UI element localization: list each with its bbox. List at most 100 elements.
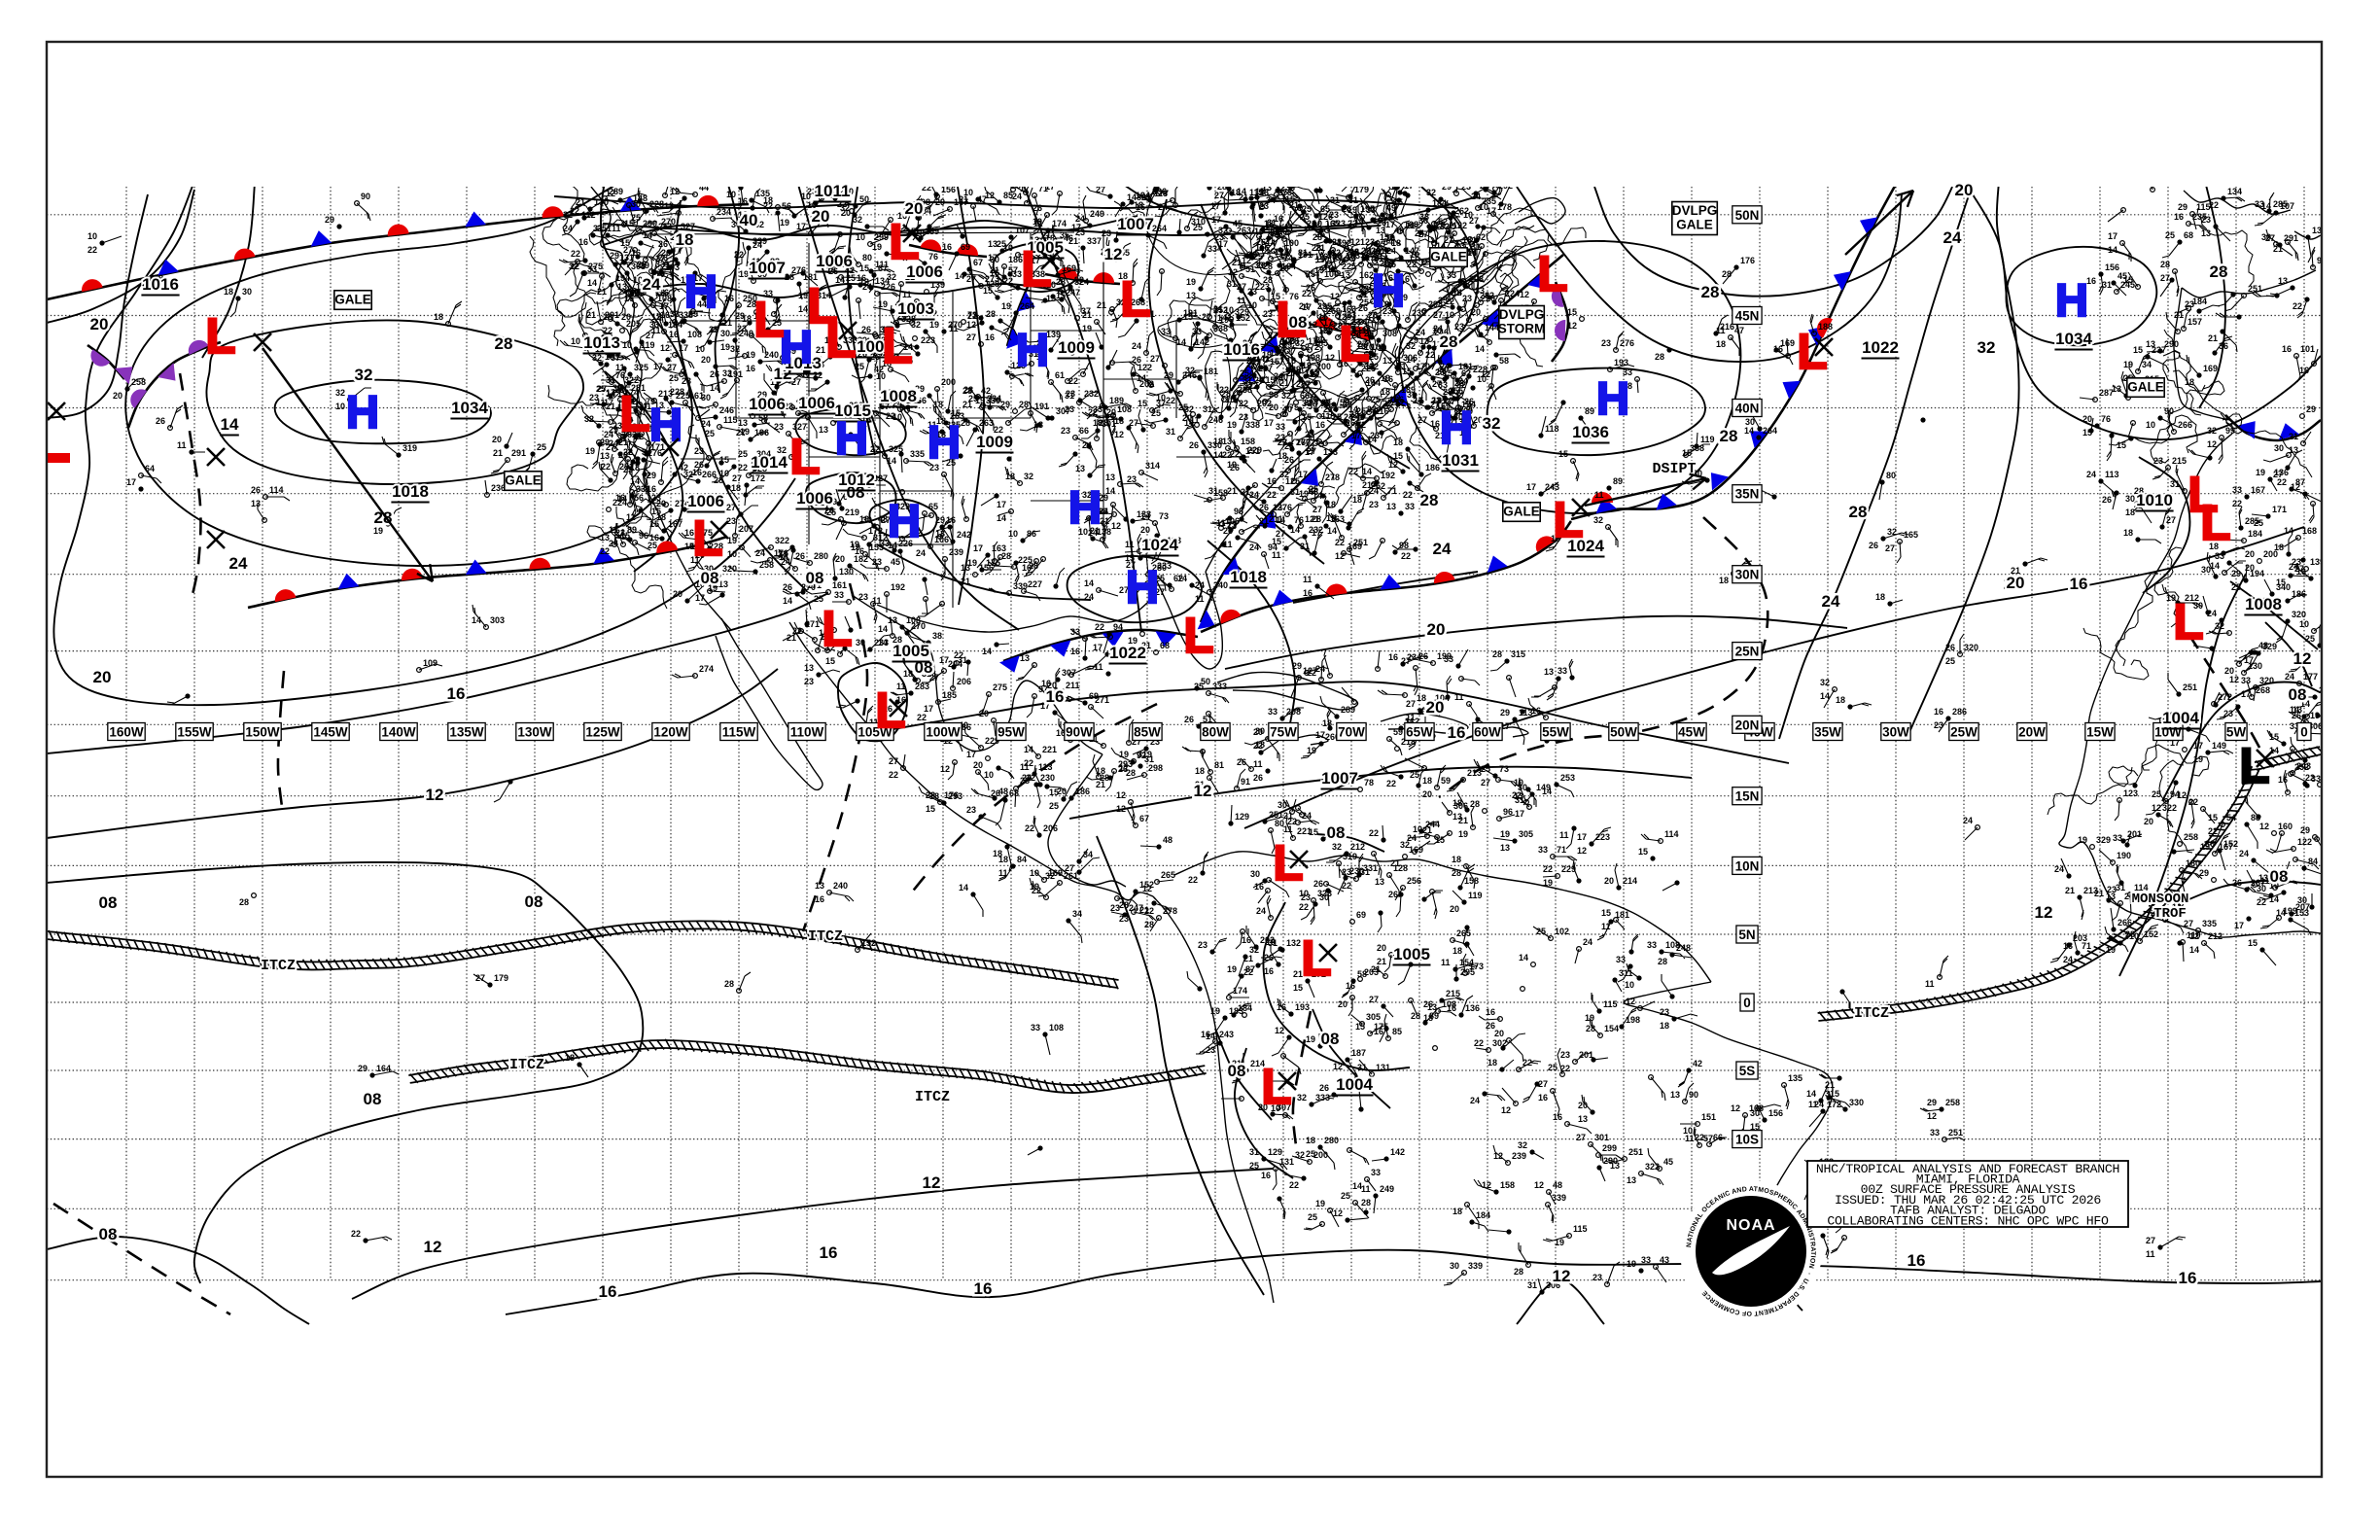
svg-text:29: 29 [2178,202,2188,212]
svg-text:12: 12 [1577,846,1587,856]
svg-text:12: 12 [2152,803,2161,813]
svg-text:12: 12 [1927,1111,1937,1121]
svg-text:14: 14 [1206,1032,1215,1041]
svg-text:98: 98 [1399,541,1409,550]
svg-text:22: 22 [623,447,633,457]
svg-text:243: 243 [1219,1030,1234,1039]
svg-text:17: 17 [1312,528,1321,538]
svg-text:215: 215 [825,187,840,196]
svg-text:225: 225 [1018,555,1032,565]
svg-text:GALE: GALE [1430,250,1467,264]
svg-text:27: 27 [475,973,485,983]
svg-text:69: 69 [1089,691,1099,701]
svg-text:228: 228 [670,387,684,397]
svg-text:17: 17 [924,704,933,714]
svg-text:20: 20 [1427,620,1446,639]
svg-text:21: 21 [1232,258,1242,267]
svg-text:23: 23 [1365,237,1375,247]
svg-text:13: 13 [1419,336,1429,346]
svg-text:15: 15 [1056,291,1066,300]
svg-text:14: 14 [878,624,888,634]
svg-text:11: 11 [1454,692,1464,702]
svg-text:18: 18 [742,314,752,324]
svg-text:16: 16 [692,468,702,477]
svg-text:172: 172 [868,526,883,536]
svg-text:100: 100 [1284,238,1299,248]
svg-text:20: 20 [2224,666,2234,676]
svg-text:96: 96 [1269,390,1278,400]
svg-text:25: 25 [709,325,718,334]
svg-text:24: 24 [2063,955,2073,964]
svg-text:247: 247 [1129,903,1143,913]
svg-text:33: 33 [1323,304,1333,314]
svg-text:15: 15 [825,656,835,666]
svg-text:28: 28 [1349,247,1359,257]
svg-text:29: 29 [637,260,647,269]
svg-text:42: 42 [874,365,884,374]
svg-text:14: 14 [2261,201,2271,211]
svg-text:31: 31 [1471,242,1481,252]
svg-text:156: 156 [1768,1108,1783,1118]
svg-text:L: L [1797,324,1827,379]
svg-text:19: 19 [2106,945,2116,955]
svg-text:273: 273 [985,274,999,284]
svg-text:170: 170 [1416,362,1430,371]
svg-text:18: 18 [1452,946,1462,956]
svg-text:19: 19 [739,269,749,279]
svg-text:21: 21 [2094,889,2104,898]
svg-text:12: 12 [1731,1103,1740,1113]
svg-text:22: 22 [1474,1038,1484,1048]
svg-text:19: 19 [859,514,869,524]
svg-text:325: 325 [1364,352,1379,362]
svg-text:21: 21 [2134,500,2144,509]
svg-text:22: 22 [954,650,963,660]
svg-text:224: 224 [1323,404,1338,414]
svg-text:27: 27 [2151,908,2160,918]
svg-text:1012: 1012 [838,471,875,489]
svg-text:27: 27 [966,332,976,342]
svg-text:85: 85 [1003,191,1013,200]
svg-text:256: 256 [1286,331,1301,340]
svg-text:13: 13 [2063,941,2073,951]
svg-text:149: 149 [2212,741,2226,751]
svg-text:264: 264 [1152,224,1167,233]
svg-text:23: 23 [1376,239,1385,249]
svg-text:254: 254 [1240,368,1254,378]
svg-text:12: 12 [2035,903,2053,922]
svg-text:57: 57 [1008,265,1018,275]
svg-text:24: 24 [1158,202,1168,212]
svg-text:239: 239 [1512,1151,1526,1161]
svg-text:H: H [684,265,718,317]
svg-text:32: 32 [1518,1140,1527,1150]
svg-text:11: 11 [2146,1249,2155,1259]
svg-text:14: 14 [1542,787,1552,796]
svg-text:24: 24 [2207,609,2217,618]
svg-text:12: 12 [1567,321,1577,331]
svg-text:89: 89 [1613,476,1623,486]
svg-text:18: 18 [1195,766,1205,776]
svg-text:40: 40 [1282,404,1292,414]
svg-text:276: 276 [648,448,662,458]
svg-text:22: 22 [1403,490,1413,500]
svg-text:13: 13 [1186,291,1196,300]
svg-text:14: 14 [2172,902,2182,912]
svg-text:26: 26 [991,788,1000,798]
svg-text:212: 212 [1350,842,1365,852]
svg-text:30: 30 [856,638,865,648]
svg-text:22: 22 [1278,315,1287,325]
svg-text:13: 13 [1347,253,1356,262]
svg-text:19: 19 [1381,373,1390,383]
svg-text:10: 10 [1312,219,1322,228]
svg-text:291: 291 [511,448,526,458]
svg-text:19: 19 [1279,263,1289,273]
svg-text:08: 08 [2270,867,2289,886]
svg-text:17: 17 [997,500,1006,509]
svg-text:19: 19 [975,396,985,405]
svg-text:14: 14 [2210,561,2220,571]
svg-text:28: 28 [1655,352,1664,362]
svg-text:L: L [1301,930,1331,986]
svg-text:16: 16 [1242,935,1251,945]
svg-text:142: 142 [1195,337,1209,347]
svg-text:17: 17 [1308,336,1317,346]
svg-text:16: 16 [2070,575,2088,593]
